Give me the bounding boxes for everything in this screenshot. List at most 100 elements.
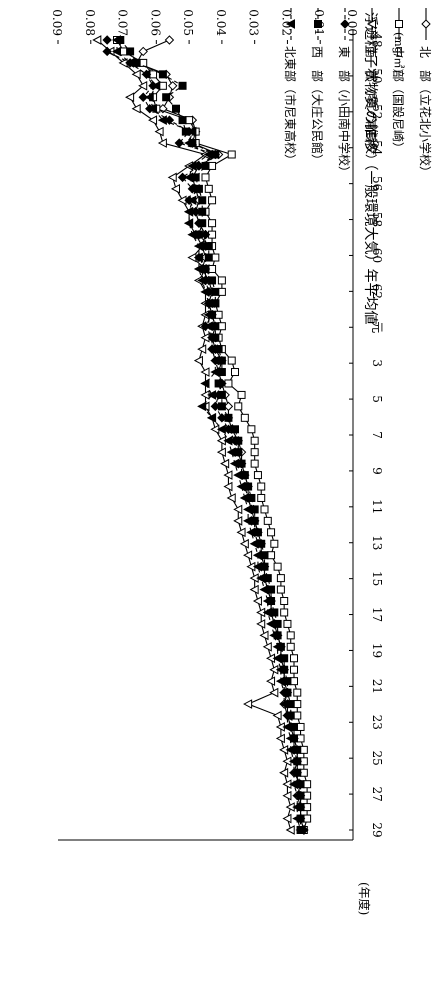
- time-tick-label: 48: [370, 32, 384, 47]
- data-point: [168, 81, 178, 91]
- data-point: [282, 710, 292, 721]
- data-point: [247, 493, 256, 502]
- data-point: [244, 482, 253, 491]
- data-point: [293, 700, 302, 709]
- data-point: [286, 631, 295, 640]
- time-tick-label: 23: [370, 715, 384, 730]
- data-point: [285, 19, 295, 29]
- time-tick-label: 元: [370, 321, 384, 333]
- time-tick-label: 29: [370, 822, 384, 837]
- data-point: [252, 596, 262, 606]
- data-point: [162, 93, 171, 102]
- data-point: [269, 630, 279, 641]
- data-point: [226, 493, 236, 503]
- series-line: [116, 39, 308, 831]
- series-line: [96, 39, 292, 831]
- data-point: [187, 126, 197, 137]
- data-point: [138, 92, 148, 102]
- data-point: [257, 482, 266, 491]
- series-6: [111, 35, 305, 835]
- data-point: [275, 676, 285, 686]
- data-point: [214, 379, 223, 388]
- data-point: [253, 471, 262, 480]
- time-tick-label: 25: [370, 751, 384, 766]
- data-point: [194, 230, 203, 239]
- data-point: [290, 677, 298, 686]
- data-point: [184, 218, 194, 229]
- data-point: [286, 700, 295, 709]
- data-point: [184, 206, 194, 217]
- time-tick-label: 60: [370, 248, 384, 263]
- data-point: [216, 424, 226, 435]
- data-point: [267, 585, 276, 594]
- legend-item: 中 部（国設尼崎）: [391, 8, 406, 154]
- data-point: [200, 287, 210, 297]
- data-point: [141, 69, 151, 80]
- data-point: [263, 516, 272, 525]
- legend-label: 北 部（立花北小学校）: [418, 46, 433, 178]
- time-tick-label: 54: [370, 140, 384, 156]
- data-point: [280, 608, 289, 617]
- legend-label: 中 部（国設尼崎）: [391, 46, 406, 154]
- data-point: [125, 58, 135, 68]
- data-point: [267, 528, 276, 537]
- data-point: [290, 654, 298, 663]
- data-point: [283, 619, 292, 628]
- data-point: [177, 172, 188, 183]
- data-point: [203, 309, 213, 320]
- time-tick-label: 19: [370, 643, 384, 658]
- data-point: [211, 322, 220, 331]
- data-point: [208, 219, 217, 228]
- legend-item: 西 部（大庄公民館）: [310, 8, 325, 166]
- data-point: [191, 173, 200, 182]
- value-tick-label: 0.06: [148, 9, 162, 36]
- value-tick-label: 0.09: [50, 9, 64, 36]
- data-point: [279, 699, 289, 709]
- data-point: [243, 699, 253, 709]
- data-point: [267, 551, 276, 560]
- data-point: [293, 688, 302, 697]
- legend-item: 北 部（立花北小学校）: [418, 8, 433, 178]
- series-layer: [92, 35, 312, 835]
- data-point: [247, 425, 256, 434]
- data-point: [292, 802, 302, 812]
- data-point: [211, 287, 220, 296]
- data-point: [229, 458, 239, 469]
- data-point: [206, 390, 217, 400]
- value-tick-label: 0.05: [181, 9, 195, 36]
- data-point: [111, 35, 121, 45]
- data-point: [206, 412, 217, 423]
- series-line: [116, 40, 302, 831]
- data-point: [92, 35, 102, 45]
- data-point: [303, 780, 312, 789]
- data-point: [260, 505, 269, 514]
- chart-title: 浮遊粒子状物質の推移 （一般環境大気）年平均値: [362, 12, 378, 324]
- data-point: [250, 459, 259, 468]
- data-point: [259, 630, 269, 641]
- data-point: [234, 448, 243, 457]
- data-point: [190, 184, 200, 194]
- time-tick-label: 15: [370, 571, 384, 586]
- data-point: [272, 641, 282, 652]
- data-point: [282, 790, 292, 801]
- data-point: [206, 344, 217, 354]
- value-tick-label: 0.02: [279, 9, 293, 36]
- data-point: [234, 436, 243, 445]
- data-point: [198, 219, 207, 228]
- data-point: [395, 20, 403, 28]
- data-point: [144, 92, 154, 103]
- value-tick-label: 0.00: [345, 9, 359, 36]
- data-point: [257, 493, 266, 502]
- data-point: [193, 355, 203, 366]
- data-point: [240, 471, 249, 480]
- data-point: [236, 527, 246, 538]
- data-point: [275, 664, 285, 675]
- axes: 0.000.010.020.030.040.050.060.070.080.09…: [50, 9, 384, 841]
- data-point: [217, 276, 226, 285]
- data-point: [250, 448, 259, 457]
- legend-item: 東 部（小田南中学校）: [337, 8, 352, 178]
- data-point: [292, 813, 302, 824]
- data-point: [227, 356, 236, 365]
- data-point: [224, 413, 233, 422]
- data-point: [170, 184, 180, 194]
